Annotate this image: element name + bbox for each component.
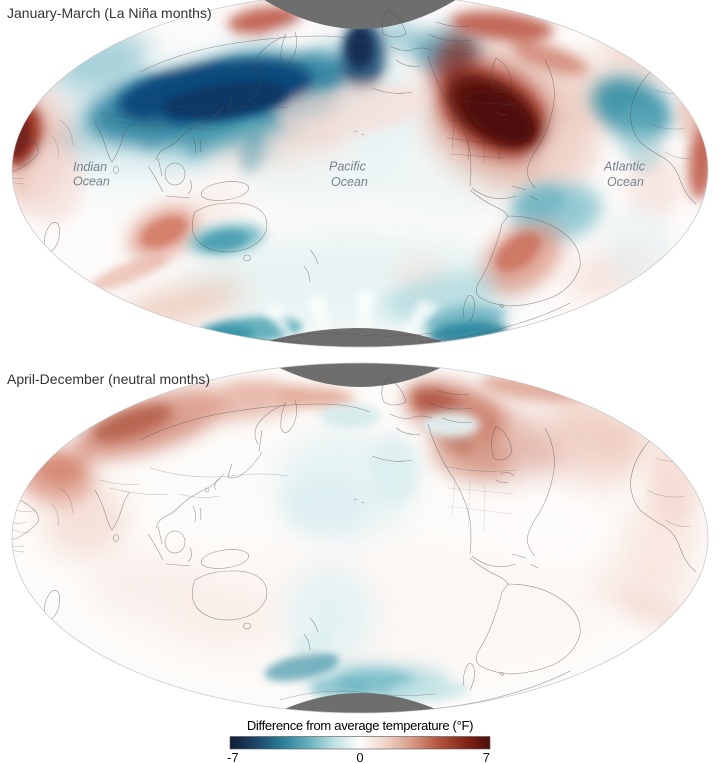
svg-text:Pacific: Pacific xyxy=(329,160,367,174)
svg-text:Atlantic: Atlantic xyxy=(603,160,646,174)
svg-text:-7: -7 xyxy=(227,750,239,764)
svg-text:Ocean: Ocean xyxy=(607,175,644,189)
svg-text:Ocean: Ocean xyxy=(73,175,110,189)
svg-text:January-March (La Niña months): January-March (La Niña months) xyxy=(7,5,212,21)
svg-text:7: 7 xyxy=(483,750,490,764)
svg-text:April-December (neutral months: April-December (neutral months) xyxy=(7,371,210,387)
svg-text:0: 0 xyxy=(356,750,363,764)
svg-text:Difference from average temper: Difference from average temperature (°F) xyxy=(247,718,473,733)
svg-text:Ocean: Ocean xyxy=(331,175,368,189)
svg-text:Indian: Indian xyxy=(73,160,107,174)
